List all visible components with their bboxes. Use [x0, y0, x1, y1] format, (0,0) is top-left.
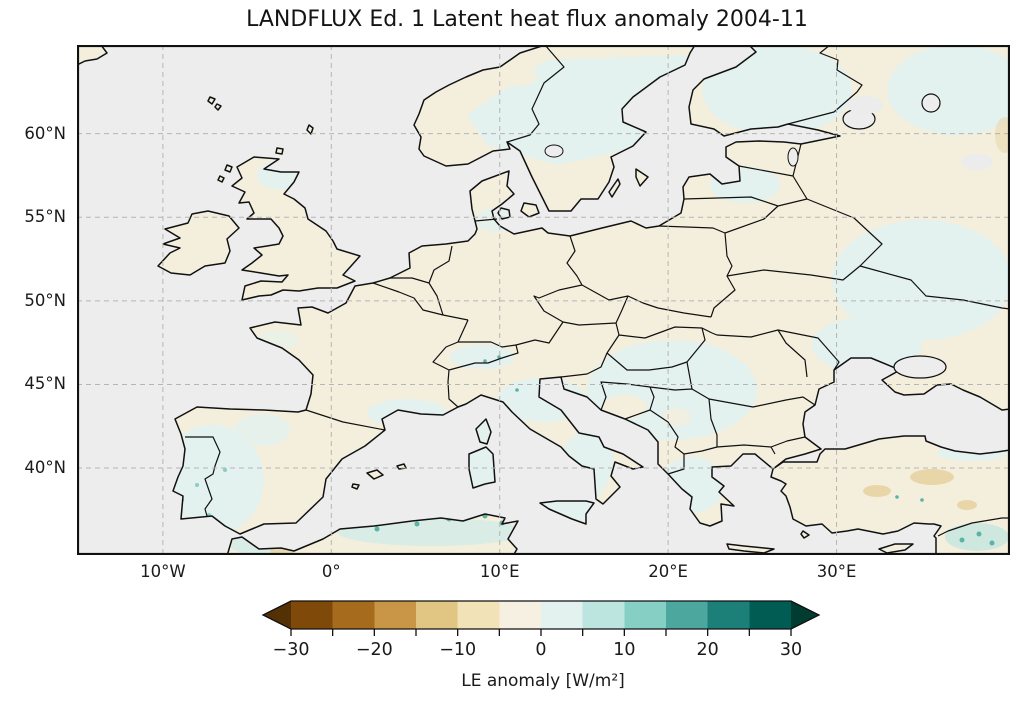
lat-tick-label: 40°N	[24, 458, 66, 478]
colorbar-extend-right	[791, 601, 819, 629]
colorbar-segment	[582, 601, 625, 629]
europe-map-svg	[77, 45, 1010, 555]
lat-tick-label: 45°N	[24, 374, 66, 394]
lon-tick-label: 10°E	[479, 562, 520, 581]
lon-tick-label: 10°W	[140, 562, 186, 581]
colorbar-segment	[374, 601, 417, 629]
lon-tick-label: 30°E	[816, 562, 857, 581]
graticule	[77, 45, 1010, 555]
colorbar-tick-label: 0	[535, 640, 547, 660]
lat-tick-label: 55°N	[24, 207, 66, 227]
colorbar-segment	[707, 601, 750, 629]
colorbar-segment	[457, 601, 500, 629]
colorbar-tick-label: 10	[613, 640, 636, 660]
colorbar-label: LE anomaly [W/m²]	[461, 671, 625, 691]
colorbar-tick-label: 30	[779, 640, 803, 660]
colorbar-segment	[499, 601, 542, 629]
map-panel	[77, 45, 1010, 555]
lon-tick-label: 0°	[321, 562, 341, 581]
lakes-and-inland-seas	[544, 93, 993, 379]
colorbar-segment	[541, 601, 584, 629]
colorbar-segment	[749, 601, 792, 629]
lat-tick-label: 50°N	[24, 290, 66, 310]
colorbar-extend-left	[263, 601, 291, 629]
colorbar-segment	[624, 601, 667, 629]
colorbar-segment	[291, 601, 334, 629]
colorbar-segment	[416, 601, 459, 629]
colorbar-segment	[332, 601, 375, 629]
lon-tick-label: 20°E	[648, 562, 688, 581]
anomaly-patches	[160, 45, 1010, 555]
colorbar	[253, 597, 833, 643]
map-frame	[77, 45, 1010, 555]
colorbar-tick-label: 20	[696, 640, 719, 660]
country-borders	[185, 45, 1010, 537]
colorbar-tick-label: −20	[355, 640, 393, 660]
plot-title: LANDFLUX Ed. 1 Latent heat flux anomaly …	[246, 7, 808, 32]
colorbar-tick-label: −10	[439, 640, 477, 660]
colorbar-segment	[666, 601, 709, 629]
lat-tick-label: 60°N	[24, 123, 66, 143]
colorbar-tick-label: −30	[272, 640, 310, 660]
